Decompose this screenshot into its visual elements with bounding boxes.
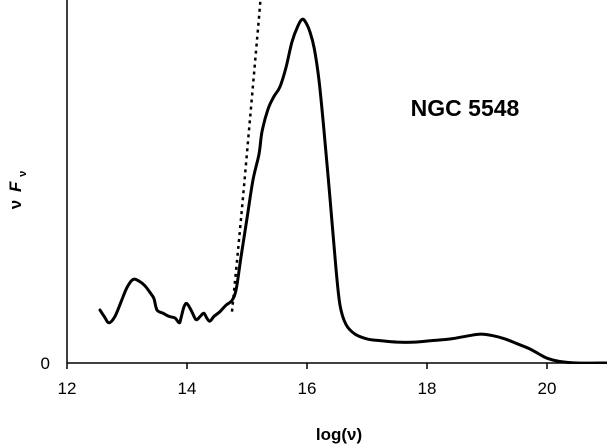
y-axis-title-italic: F bbox=[6, 181, 25, 192]
x-tick-label: 14 bbox=[178, 379, 197, 398]
y-tick-label: 0 bbox=[41, 354, 50, 373]
series-line-dotted bbox=[230, 0, 262, 312]
x-tick-group: 12 14 16 18 20 bbox=[58, 363, 557, 398]
x-tick-label: 12 bbox=[58, 379, 77, 398]
y-axis-title-symbol: ν bbox=[6, 200, 25, 209]
y-tick-group: 0 bbox=[41, 354, 50, 373]
x-tick-label: 20 bbox=[538, 379, 557, 398]
series-layer bbox=[98, 0, 607, 364]
series-line-solid bbox=[98, 17, 607, 364]
y-axis-title: ν F ν bbox=[6, 171, 29, 209]
annotation-ngc-5548: NGC 5548 bbox=[411, 95, 520, 121]
x-tick-label: 18 bbox=[418, 379, 437, 398]
x-axis-title: log(ν) bbox=[316, 425, 362, 444]
x-tick-label: 16 bbox=[298, 379, 317, 398]
y-axis-title-subscript: ν bbox=[17, 171, 29, 177]
